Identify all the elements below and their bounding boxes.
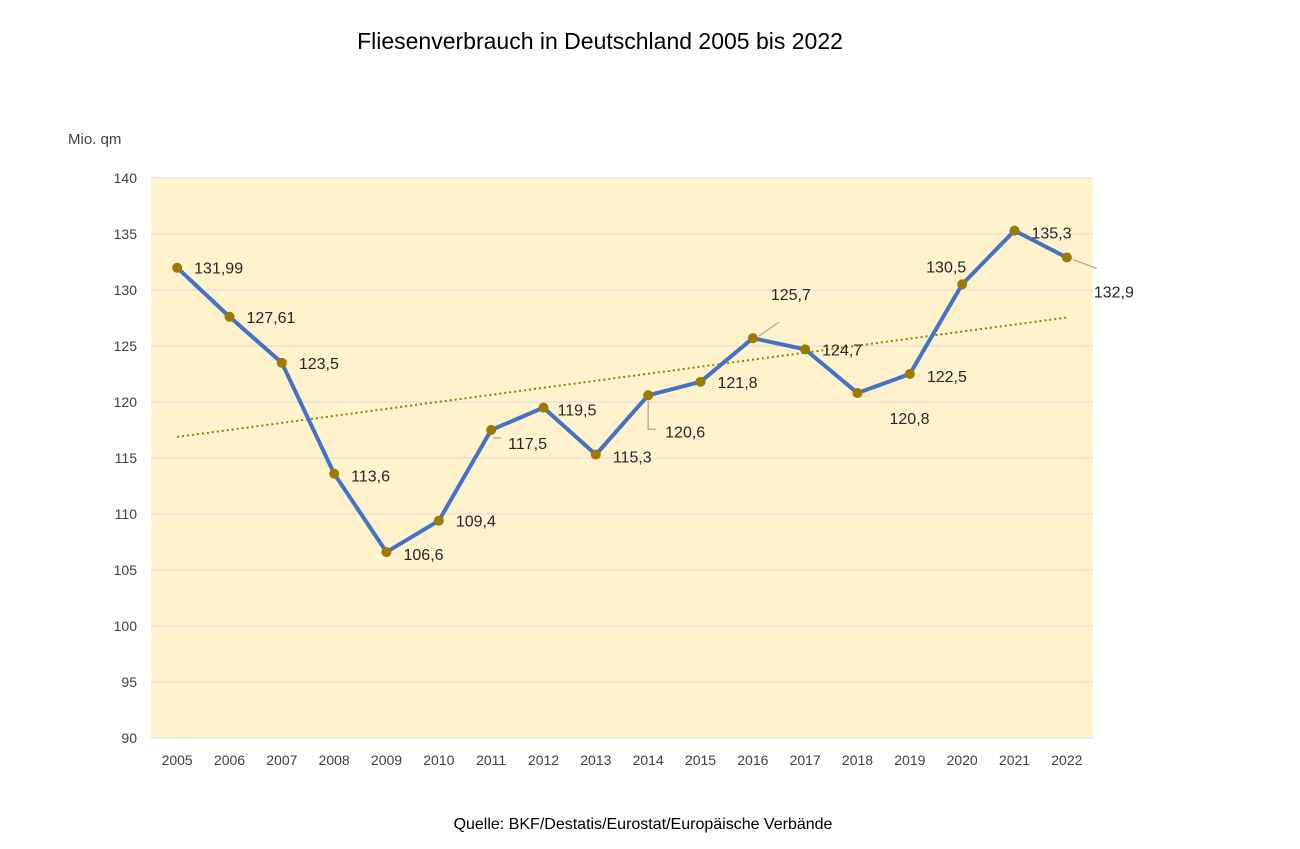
data-point xyxy=(590,449,601,460)
y-tick-label: 105 xyxy=(114,562,138,578)
x-tick-label: 2012 xyxy=(528,752,559,768)
x-tick-label: 2019 xyxy=(894,752,925,768)
data-label: 119,5 xyxy=(558,403,597,420)
x-tick-label: 2017 xyxy=(790,752,821,768)
x-tick-label: 2010 xyxy=(423,752,454,768)
data-label: 109,4 xyxy=(456,514,496,531)
y-tick-label: 130 xyxy=(114,282,138,298)
label-leader-lines xyxy=(493,258,1098,439)
leader-line xyxy=(758,321,780,337)
data-label: 132,9 xyxy=(1094,285,1134,302)
source-note: Quelle: BKF/Destatis/Eurostat/Europäisch… xyxy=(453,816,833,833)
y-tick-label: 125 xyxy=(114,338,138,354)
y-tick-label: 90 xyxy=(121,730,137,746)
data-label: 131,99 xyxy=(194,261,243,278)
x-tick-label: 2009 xyxy=(371,752,402,768)
data-label: 121,8 xyxy=(718,375,758,392)
y-tick-label: 100 xyxy=(114,618,138,634)
data-point xyxy=(224,311,235,322)
x-tick-label: 2013 xyxy=(580,752,611,768)
data-point xyxy=(172,262,183,273)
y-tick-label: 115 xyxy=(115,450,138,466)
data-point xyxy=(329,468,340,479)
y-tick-label: 110 xyxy=(115,506,138,522)
x-tick-label: 2015 xyxy=(685,752,716,768)
data-label: 115,3 xyxy=(613,450,652,467)
y-tick-label: 95 xyxy=(121,674,137,690)
data-labels: 131,99 127,61 123,5 113,6 106,6 109,4 117,5 119… xyxy=(194,226,1134,564)
data-label: 125,7 xyxy=(771,287,811,304)
data-point xyxy=(486,425,497,435)
x-tick-label: 2011 xyxy=(476,752,506,768)
y-tick-label: 120 xyxy=(114,394,138,410)
chart-title: Fliesenverbrauch in Deutschland 2005 bis… xyxy=(357,28,843,54)
x-tick-label: 2008 xyxy=(319,752,350,768)
data-markers xyxy=(172,225,1072,558)
series-line xyxy=(175,228,1068,555)
x-tick-label: 2022 xyxy=(1051,752,1082,768)
data-label: 117,5 xyxy=(508,436,547,453)
x-tick-label: 2006 xyxy=(214,752,245,768)
data-point xyxy=(538,402,549,413)
data-point xyxy=(747,333,758,344)
data-point xyxy=(1009,225,1020,236)
x-tick-label: 2014 xyxy=(633,752,664,768)
x-tick-label: 2005 xyxy=(162,752,193,768)
x-tick-label: 2020 xyxy=(947,752,978,768)
data-point xyxy=(381,547,392,558)
data-point xyxy=(695,376,706,387)
gridlines xyxy=(151,177,1093,739)
data-point xyxy=(904,369,915,379)
x-tick-label: 2018 xyxy=(842,752,873,768)
y-axis-ticks: 90 95 100 105 110 115 120 125 130 135 140 xyxy=(114,170,138,746)
data-point xyxy=(643,390,654,401)
data-label: 113,6 xyxy=(351,469,390,486)
data-label: 130,5 xyxy=(926,259,966,276)
data-point xyxy=(957,279,968,290)
data-point xyxy=(800,344,811,355)
leader-line xyxy=(647,401,657,430)
data-label: 127,61 xyxy=(247,310,296,327)
y-tick-label: 140 xyxy=(114,170,138,186)
data-label: 122,5 xyxy=(927,369,967,386)
y-tick-label: 135 xyxy=(114,226,138,242)
data-label: 120,8 xyxy=(890,411,930,428)
x-tick-label: 2016 xyxy=(737,752,768,768)
data-label: 135,3 xyxy=(1032,226,1072,243)
data-point xyxy=(433,515,444,526)
x-tick-label: 2007 xyxy=(266,752,297,768)
data-point xyxy=(1061,252,1072,263)
data-point xyxy=(852,388,863,399)
leader-line xyxy=(1072,258,1098,270)
data-label: 120,6 xyxy=(665,424,705,441)
x-axis-ticks: 2005 2006 2007 2008 2009 2010 2011 2012 2013 2014… xyxy=(162,752,1083,768)
data-point xyxy=(276,357,287,368)
data-label: 123,5 xyxy=(299,356,339,373)
data-label: 124,7 xyxy=(822,342,862,359)
y-axis-label: Mio. qm xyxy=(68,131,122,148)
x-tick-label: 2021 xyxy=(999,752,1030,768)
data-label: 106,6 xyxy=(404,547,444,564)
